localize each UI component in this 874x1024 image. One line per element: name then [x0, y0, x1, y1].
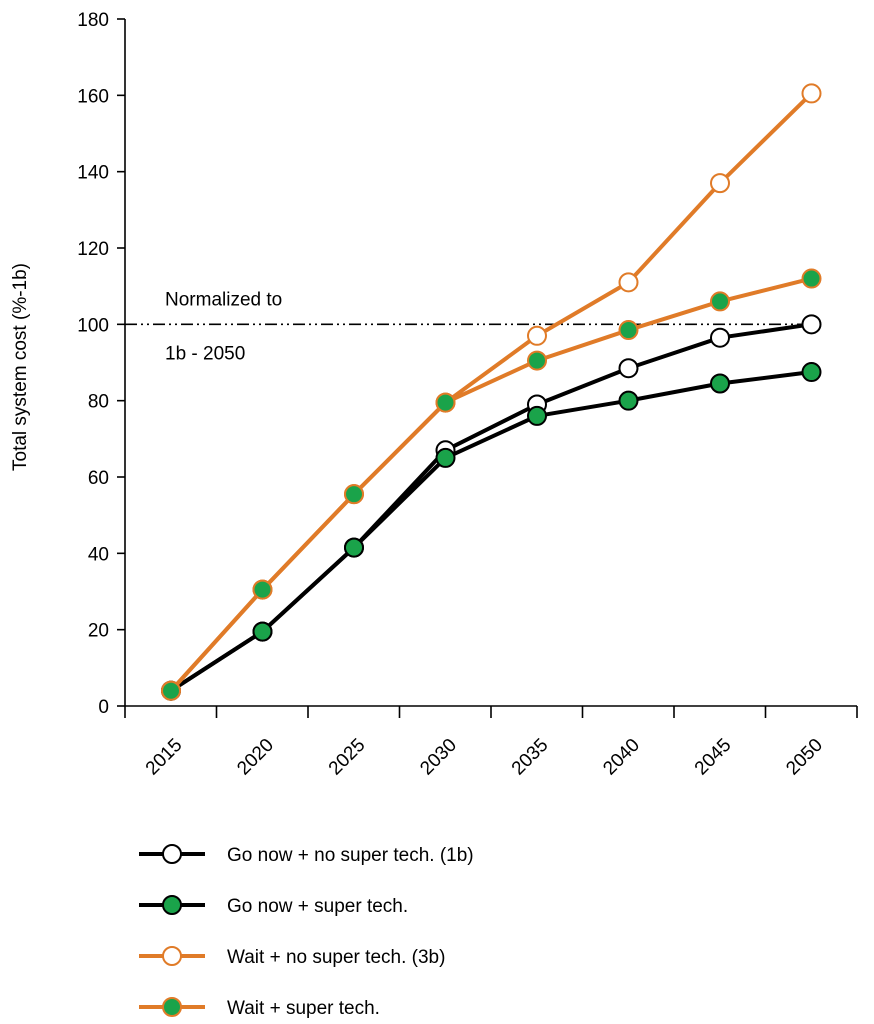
data-point [801, 268, 822, 289]
data-point [435, 392, 456, 413]
x-tick-label: 2015 [142, 735, 187, 780]
legend: Go now + no super tech. (1b) Go now + sup… [139, 844, 474, 1019]
legend-marker [162, 997, 182, 1017]
x-tick-label: 2030 [416, 735, 461, 780]
data-point [710, 373, 730, 394]
y-axis-title: Total system cost (%-1b) [10, 263, 31, 471]
y-tick-label: 40 [88, 544, 109, 565]
data-point [344, 484, 364, 505]
data-point [618, 390, 639, 411]
y-tick-label: 140 [77, 163, 109, 184]
normalization-annotation: Normalized to 1b - 2050 [125, 289, 812, 364]
data-point [527, 405, 547, 426]
legend-marker [162, 895, 182, 915]
data-point [252, 621, 273, 642]
y-tick-label: 120 [77, 239, 109, 260]
legend-label: Go now + super tech. [227, 896, 408, 917]
y-tick-label: 100 [77, 315, 109, 336]
y-tick-label: 0 [98, 697, 109, 718]
data-point [801, 314, 822, 335]
series-layer [161, 83, 822, 701]
series-4 [161, 268, 822, 701]
legend-marker [162, 844, 182, 864]
legend-item: Wait + super tech. [139, 997, 380, 1019]
y-tick-label: 20 [88, 621, 109, 642]
y-tick-label: 80 [88, 392, 109, 413]
x-tick-label: 2040 [599, 735, 644, 780]
data-point [252, 579, 273, 600]
y-tick-label: 60 [88, 468, 109, 489]
data-point [618, 320, 639, 341]
legend-item: Go now + no super tech. (1b) [139, 844, 474, 866]
data-point [801, 83, 822, 104]
legend-label: Wait + no super tech. (3b) [227, 947, 445, 968]
data-point [618, 272, 639, 293]
legend-marker [162, 946, 182, 966]
legend-label: Go now + no super tech. (1b) [227, 845, 474, 866]
legend-label: Wait + super tech. [227, 998, 380, 1019]
legend-item: Wait + no super tech. (3b) [139, 946, 445, 968]
data-point [618, 358, 639, 379]
data-point [527, 325, 547, 346]
series-line [169, 370, 812, 693]
data-point [161, 680, 181, 701]
legend-item: Go now + super tech. [139, 895, 408, 917]
data-point [710, 173, 730, 194]
normalization-label-line1: Normalized to [165, 289, 282, 310]
data-point [344, 537, 364, 558]
data-point [710, 291, 730, 312]
series-line [169, 276, 812, 693]
data-point [710, 327, 730, 348]
series-1 [161, 314, 822, 701]
data-point [527, 350, 547, 371]
x-tick-label: 2020 [233, 735, 278, 780]
x-tick-label: 2035 [508, 735, 553, 780]
y-tick-label: 180 [77, 10, 109, 31]
series-2 [161, 362, 822, 701]
data-point [801, 362, 822, 383]
y-tick-label: 160 [77, 86, 109, 107]
x-tick-label: 2025 [325, 735, 370, 780]
x-tick-label: 2045 [691, 735, 736, 780]
x-tick-label: 2050 [782, 735, 827, 780]
data-point [435, 447, 456, 468]
normalization-label-line2: 1b - 2050 [165, 343, 245, 364]
